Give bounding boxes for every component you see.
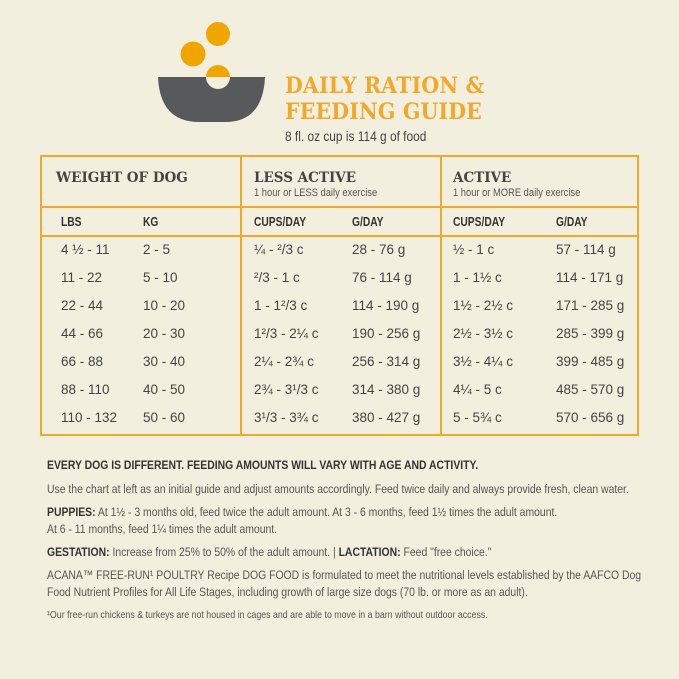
table-cell: 20 - 30 [143,326,186,341]
puppies-text: At 1½ - 3 months old, feed twice the adu… [95,505,558,519]
table-cell: 114 - 171 g [556,270,624,285]
lactation-text: Feed "free choice." [400,545,492,559]
footnote: ¹Our free-run chickens & turkeys are not… [47,609,488,621]
table-cell: 285 - 399 g [556,326,625,341]
table-cell: 40 - 50 [143,382,186,397]
table-cell: 22 - 44 [61,298,104,313]
table-cell: 28 - 76 g [352,242,406,257]
table-cell: 30 - 40 [143,354,186,369]
feeding-notes: EVERY DOG IS DIFFERENT. FEEDING AMOUNTS … [47,458,642,621]
table-cell: 570 - 656 g [556,410,625,425]
table-cell: 2¼ - 2¾ c [254,354,315,369]
table-cell: 4 ½ - 11 [61,242,110,257]
table-cell: 5 - 10 [143,270,178,285]
table-cell: 2¾ - 3¹/3 c [254,382,319,397]
column-header: LBS [61,215,82,229]
gestation-label: GESTATION: [47,545,110,559]
table-cell: 10 - 20 [143,298,186,313]
table-cell: 314 - 380 g [352,382,421,397]
page-title-line2: FEEDING GUIDE [285,99,482,125]
table-cell: ¼ - ²/3 c [254,242,304,257]
table-cell: 5 - 5¾ c [453,410,502,425]
notes-intro: Use the chart at left as an initial guid… [47,482,629,496]
table-cell: 1²/3 - 2¼ c [254,326,319,341]
column-header: CUPS/DAY [254,215,307,229]
table-cell: 1½ - 2½ c [453,298,514,313]
feeding-table: WEIGHT OF DOG LESS ACTIVE 1 hour or LESS… [40,155,639,436]
table-cell: 1 - 1½ c [453,270,502,285]
puppies-label: PUPPIES: [47,505,96,519]
lactation-label: LACTATION: [338,545,401,559]
table-cell: 88 - 110 [61,382,110,397]
table-cell: 4¼ - 5 c [453,382,502,397]
table-cell: 2 - 5 [143,242,171,257]
group-header-active: ACTIVE [453,170,512,186]
table-cell: 114 - 190 g [352,298,420,313]
bowl-with-kibble-icon [158,22,265,122]
column-header: G/DAY [556,215,588,229]
table-cell: 44 - 66 [61,326,104,341]
aafco-statement-2: Food Nutrient Profiles for All Life Stag… [47,585,528,599]
table-cell: 256 - 314 g [352,354,421,369]
table-cell: 190 - 256 g [352,326,421,341]
table-cell: 66 - 88 [61,354,104,369]
table-cell: 110 - 132 [61,410,118,425]
group-header-less-active: LESS ACTIVE [254,170,357,186]
group-subtitle-less-active: 1 hour or LESS daily exercise [254,187,378,199]
notes-headline: EVERY DOG IS DIFFERENT. FEEDING AMOUNTS … [47,458,479,472]
table-cell: 3¹/3 - 3¾ c [254,410,319,425]
table-cell: 50 - 60 [143,410,186,425]
table-cell: 171 - 285 g [556,298,625,313]
table-cell: 1 - 1²/3 c [254,298,308,313]
table-cell: 11 - 22 [61,270,103,285]
table-cell: ½ - 1 c [453,242,495,257]
table-cell: ²/3 - 1 c [254,270,300,285]
table-cell: 485 - 570 g [556,382,625,397]
page-subtitle: 8 fl. oz cup is 114 g of food [285,128,427,144]
table-cell: 3½ - 4¼ c [453,354,514,369]
aafco-statement-1: ACANA™ FREE-RUN¹ POULTRY Recipe DOG FOOD… [47,568,642,582]
page-title-line1: DAILY RATION & [285,73,485,99]
table-cell: 76 - 114 g [352,270,412,285]
column-header: G/DAY [352,215,384,229]
table-cell: 380 - 427 g [352,410,421,425]
gestation-text: Increase from 25% to 50% of the adult am… [109,545,339,559]
puppies-text-2: At 6 - 11 months, feed 1¼ times the adul… [47,522,278,536]
table-cell: 57 - 114 g [556,242,616,257]
group-subtitle-active: 1 hour or MORE daily exercise [453,187,581,199]
table-cell: 2½ - 3½ c [453,326,514,341]
group-header-weight: WEIGHT OF DOG [56,170,188,186]
table-cell: 399 - 485 g [556,354,625,369]
column-header: KG [143,215,159,229]
column-header: CUPS/DAY [453,215,506,229]
